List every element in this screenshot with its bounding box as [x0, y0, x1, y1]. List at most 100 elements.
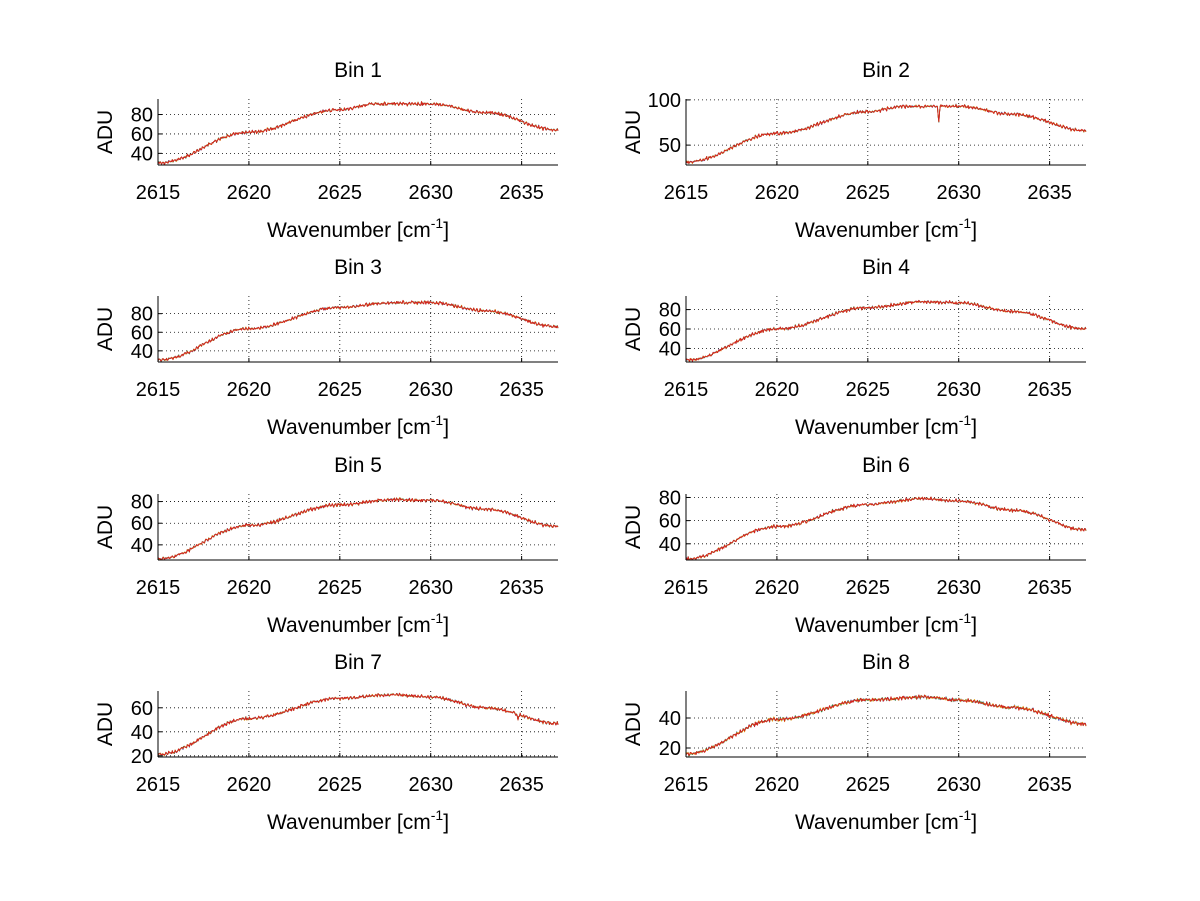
x-tick-label: 2635: [499, 577, 544, 599]
x-tick-label: 2635: [1027, 379, 1072, 401]
y-tick-label: 20: [659, 738, 681, 760]
plot-area: [158, 691, 558, 757]
x-tick-label: 2615: [664, 577, 709, 599]
series-line-4: [157, 101, 559, 166]
x-tick-label: 2620: [755, 182, 800, 204]
x-tick-label: 2620: [755, 774, 800, 796]
y-axis-label: ADU: [94, 702, 117, 746]
x-tick-label: 2620: [227, 379, 272, 401]
x-tick-label: 2620: [755, 577, 800, 599]
x-tick-label: 2625: [846, 379, 891, 401]
x-axis-label: Wavenumber [cm-1]: [795, 610, 977, 637]
x-tick-label: 2630: [408, 774, 453, 796]
subplot-title: Bin 5: [334, 454, 382, 477]
x-tick-label: 2635: [499, 774, 544, 796]
y-axis-label: ADU: [94, 307, 117, 351]
x-tick-label: 2630: [408, 577, 453, 599]
x-axis-label: Wavenumber [cm-1]: [795, 412, 977, 439]
x-tick-label: 2630: [936, 774, 981, 796]
x-tick-label: 2625: [846, 774, 891, 796]
x-tick-label: 2630: [408, 182, 453, 204]
x-axis-label: Wavenumber [cm-1]: [267, 807, 449, 834]
x-tick-label: 2615: [136, 379, 181, 401]
x-tick-label: 2615: [136, 182, 181, 204]
plot-area: [686, 691, 1086, 757]
subplot-title: Bin 8: [862, 651, 910, 674]
subplot-title: Bin 6: [862, 454, 910, 477]
x-tick-label: 2630: [936, 182, 981, 204]
x-tick-label: 2625: [318, 774, 363, 796]
x-axis-label: Wavenumber [cm-1]: [267, 610, 449, 637]
y-axis-label: ADU: [622, 307, 645, 351]
y-tick-label: 80: [131, 105, 153, 127]
series-line-4: [685, 496, 1087, 561]
subplot-title: Bin 1: [334, 59, 382, 82]
x-tick-label: 2615: [136, 577, 181, 599]
subplot-title: Bin 7: [334, 651, 382, 674]
x-tick-label: 2630: [408, 379, 453, 401]
y-tick-label: 60: [659, 511, 681, 533]
y-tick-label: 80: [131, 492, 153, 514]
x-tick-label: 2615: [664, 774, 709, 796]
y-axis-label: ADU: [622, 505, 645, 549]
plot-area: [158, 494, 558, 560]
x-tick-label: 2635: [1027, 182, 1072, 204]
y-axis-label: ADU: [94, 110, 117, 154]
subplot-title: Bin 4: [862, 256, 910, 279]
y-tick-label: 20: [131, 746, 153, 768]
y-axis-label: ADU: [622, 110, 645, 154]
x-tick-label: 2625: [318, 182, 363, 204]
series-line-4: [685, 104, 1087, 164]
x-tick-label: 2635: [499, 182, 544, 204]
x-tick-label: 2635: [499, 379, 544, 401]
y-tick-label: 80: [659, 487, 681, 509]
x-tick-label: 2630: [936, 379, 981, 401]
y-tick-label: 60: [131, 124, 153, 146]
y-tick-label: 40: [131, 143, 153, 165]
x-axis-label: Wavenumber [cm-1]: [795, 215, 977, 242]
x-tick-label: 2620: [755, 379, 800, 401]
x-tick-label: 2625: [318, 577, 363, 599]
series-line-4: [157, 692, 559, 756]
subplot-title: Bin 2: [862, 59, 910, 82]
x-tick-label: 2620: [227, 182, 272, 204]
y-tick-label: 50: [659, 135, 681, 157]
plot-area: [158, 99, 558, 165]
y-tick-label: 40: [659, 338, 681, 360]
x-tick-label: 2625: [846, 182, 891, 204]
y-tick-label: 40: [131, 722, 153, 744]
y-axis-label: ADU: [622, 702, 645, 746]
x-axis-label: Wavenumber [cm-1]: [267, 412, 449, 439]
x-axis-label: Wavenumber [cm-1]: [267, 215, 449, 242]
y-tick-label: 80: [659, 300, 681, 322]
y-tick-label: 40: [131, 535, 153, 557]
y-tick-label: 60: [131, 513, 153, 535]
x-tick-label: 2615: [136, 774, 181, 796]
x-tick-label: 2620: [227, 774, 272, 796]
x-tick-label: 2635: [1027, 577, 1072, 599]
subplot-bin-8: 2615 2620 2625 2630 2635 20 40 Bin 8 ADU Wavenumb…: [622, 651, 1087, 834]
x-tick-label: 2625: [318, 379, 363, 401]
y-tick-label: 80: [131, 304, 153, 326]
x-axis-label: Wavenumber [cm-1]: [795, 807, 977, 834]
plot-area: [686, 494, 1086, 560]
series-line-4: [685, 299, 1087, 362]
x-tick-label: 2635: [1027, 774, 1072, 796]
y-tick-label: 40: [659, 708, 681, 730]
y-tick-label: 40: [659, 534, 681, 556]
subplot-title: Bin 3: [334, 256, 382, 279]
x-tick-label: 2615: [664, 379, 709, 401]
x-tick-label: 2620: [227, 577, 272, 599]
series-line-4: [157, 497, 559, 561]
y-tick-label: 60: [131, 698, 153, 720]
subplot-bin-2: 2615 2620 2625 2630 2635 50 100 Bin 2 ADU Wavenum…: [622, 59, 1087, 242]
x-tick-label: 2630: [936, 577, 981, 599]
y-axis-label: ADU: [94, 505, 117, 549]
series-line-4: [685, 694, 1087, 756]
x-tick-label: 2625: [846, 577, 891, 599]
